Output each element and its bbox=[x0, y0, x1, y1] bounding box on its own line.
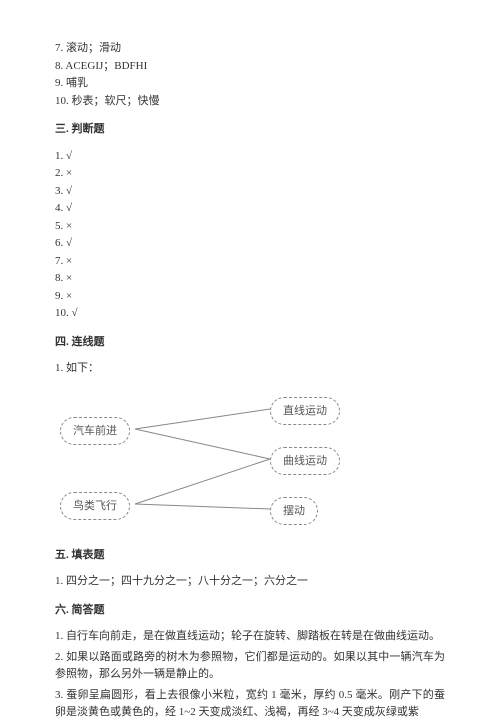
section5-text: 1. 四分之一；四十九分之一；八十分之一；六分之一 bbox=[55, 573, 445, 590]
answer-item: 8. ACEGIJ；BDFHI bbox=[55, 58, 445, 75]
section5-title: 五. 填表题 bbox=[55, 547, 445, 564]
answer-item: 9. 哺乳 bbox=[55, 75, 445, 92]
section4-intro: 1. 如下： bbox=[55, 360, 445, 377]
judge-item: 6. √ bbox=[55, 235, 445, 252]
section4-title: 四. 连线题 bbox=[55, 334, 445, 351]
section6-title: 六. 简答题 bbox=[55, 602, 445, 619]
answer-para: 3. 蚕卵呈扁圆形，看上去很像小米粒，宽约 1 毫米，厚约 0.5 毫米。刚产下… bbox=[55, 687, 445, 722]
answer-para: 2. 如果以路面或路旁的树木为参照物，它们都是运动的。如果以其中一辆汽车为参照物… bbox=[55, 649, 445, 684]
judge-item: 4. √ bbox=[55, 200, 445, 217]
judge-item: 3. √ bbox=[55, 183, 445, 200]
answer-item: 7. 滚动；滑动 bbox=[55, 40, 445, 57]
judge-item: 8. × bbox=[55, 270, 445, 287]
answer-item: 10. 秒表；软尺；快慢 bbox=[55, 93, 445, 110]
judge-item: 9. × bbox=[55, 288, 445, 305]
diagram-node: 曲线运动 bbox=[270, 447, 340, 476]
judge-item: 5. × bbox=[55, 218, 445, 235]
diagram-node: 摆动 bbox=[270, 497, 318, 526]
diagram-node: 直线运动 bbox=[270, 397, 340, 426]
diagram-node: 汽车前进 bbox=[60, 417, 130, 446]
matching-diagram: 汽车前进鸟类飞行 直线运动曲线运动摆动 bbox=[55, 387, 365, 527]
judge-item: 1. √ bbox=[55, 148, 445, 165]
judge-item: 7. × bbox=[55, 253, 445, 270]
diagram-node: 鸟类飞行 bbox=[60, 492, 130, 521]
answer-para: 1. 自行车向前走，是在做直线运动；轮子在旋转、脚踏板在转是在做曲线运动。 bbox=[55, 628, 445, 646]
judge-item: 10. √ bbox=[55, 305, 445, 322]
section3-title: 三. 判断题 bbox=[55, 121, 445, 138]
judge-item: 2. × bbox=[55, 165, 445, 182]
